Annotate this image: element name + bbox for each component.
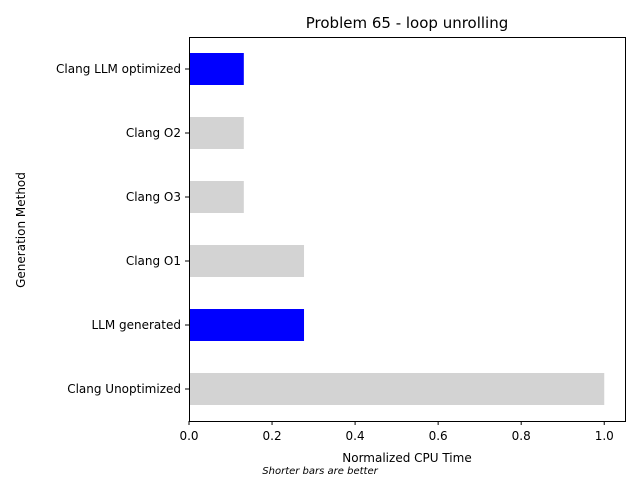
x-tick-label: 0.0 [179,429,198,443]
y-ticks-group: Clang LLM optimized Clang O2 Clang O3 Clang… [56,62,189,396]
bars-group [189,53,605,405]
bar [189,117,244,149]
bar [189,245,305,277]
x-tick-label: 0.4 [346,429,365,443]
x-tick-label: 0.8 [512,429,531,443]
y-tick-label: Clang Unoptimized [67,382,181,396]
plot-area-frame [189,37,626,422]
y-tick-label: Clang O2 [126,126,181,140]
x-axis-label: Normalized CPU Time [342,451,471,465]
bar [189,181,244,213]
x-tick-label: 0.6 [429,429,448,443]
y-tick-label: LLM generated [91,318,181,332]
bar [189,309,305,341]
y-tick-label: Clang O1 [126,254,181,268]
x-ticks-group: 0.0 0.2 0.4 0.6 0.8 1.0 [179,421,614,443]
bar [189,373,605,405]
y-tick-label: Clang O3 [126,190,181,204]
y-axis-label: Generation Method [14,172,28,288]
footnote: Shorter bars are better [262,466,378,477]
x-tick-label: 1.0 [595,429,614,443]
chart-title: Problem 65 - loop unrolling [306,14,509,32]
x-tick-label: 0.2 [263,429,282,443]
bar [189,53,244,85]
y-tick-label: Clang LLM optimized [56,62,181,76]
